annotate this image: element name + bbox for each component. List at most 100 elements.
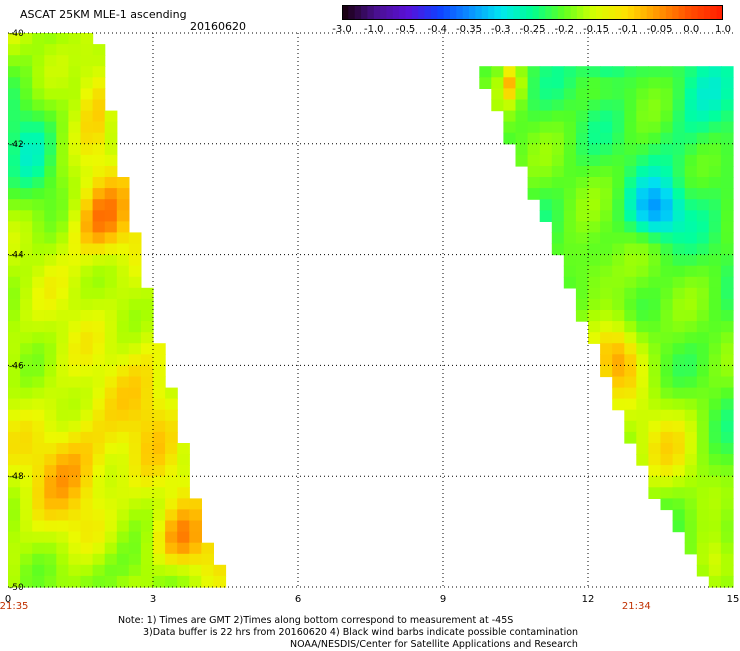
heatmap-cell	[8, 55, 21, 67]
heatmap-cell	[624, 431, 637, 444]
heatmap-cell	[636, 66, 649, 78]
heatmap-cell	[20, 77, 33, 89]
heatmap-cell	[128, 387, 142, 400]
heatmap-cell	[660, 166, 674, 178]
heatmap-cell	[32, 343, 45, 355]
heatmap-cell	[32, 132, 45, 145]
heatmap-cell	[8, 365, 21, 378]
heatmap-cell	[539, 77, 553, 89]
heatmap-cell	[80, 232, 94, 245]
heatmap-cell	[44, 66, 57, 78]
heatmap-cell	[491, 66, 504, 78]
heatmap-cell	[140, 343, 154, 355]
heatmap-cell	[696, 88, 710, 101]
heatmap-cell	[708, 88, 722, 101]
heatmap-cell	[44, 287, 57, 300]
heatmap-cell	[68, 365, 82, 378]
heatmap-cell	[600, 132, 613, 145]
heatmap-cell	[32, 354, 45, 366]
heatmap-cell	[684, 99, 698, 112]
colorbar-segment	[405, 5, 413, 20]
heatmap-cell	[128, 287, 142, 300]
heatmap-cell	[612, 232, 625, 245]
heatmap-cell	[612, 132, 625, 145]
heatmap-cell	[44, 332, 57, 344]
heatmap-cell	[20, 409, 33, 422]
colorbar-tick-label: -0.35	[456, 24, 482, 35]
heatmap-cell	[575, 221, 589, 234]
heatmap-cell	[708, 99, 722, 112]
heatmap-cell	[563, 254, 577, 267]
heatmap-cell	[708, 221, 722, 234]
heatmap-cell	[92, 310, 106, 322]
heatmap-cell	[68, 321, 82, 333]
heatmap-cell	[612, 254, 625, 267]
heatmap-cell	[600, 343, 613, 355]
heatmap-cell	[696, 354, 710, 366]
heatmap-cell	[708, 387, 722, 400]
heatmap-cell	[32, 88, 45, 101]
heatmap-cell	[8, 487, 21, 499]
heatmap-cell	[44, 454, 57, 466]
heatmap-cell	[56, 398, 69, 411]
heatmap-cell	[20, 44, 33, 56]
heatmap-cell	[104, 520, 118, 533]
heatmap-cell	[696, 343, 710, 355]
heatmap-cell	[56, 99, 69, 112]
heatmap-cell	[44, 575, 57, 588]
heatmap-cell	[20, 254, 33, 267]
heatmap-cell	[720, 121, 734, 134]
heatmap-cell	[539, 110, 553, 123]
heatmap-cell	[708, 520, 722, 533]
heatmap-cell	[696, 332, 710, 344]
heatmap-cell	[551, 221, 565, 234]
heatmap-cell	[189, 553, 202, 566]
heatmap-cell	[563, 177, 577, 189]
heatmap-cell	[588, 243, 601, 256]
heatmap-cell	[660, 287, 674, 300]
heatmap-cell	[140, 564, 154, 577]
colorbar-segment	[443, 5, 451, 20]
heatmap-cell	[104, 420, 118, 433]
heatmap-cell	[660, 243, 674, 256]
heatmap-cell	[515, 110, 529, 123]
heatmap-cell	[636, 166, 649, 178]
heatmap-cell	[116, 564, 130, 577]
heatmap-cell	[575, 154, 589, 167]
heatmap-cell	[104, 476, 118, 488]
heatmap-cell	[32, 55, 45, 67]
heatmap-cell	[92, 454, 106, 466]
heatmap-cell	[539, 188, 553, 200]
heatmap-cell	[539, 177, 553, 189]
heatmap-cell	[720, 575, 734, 588]
heatmap-cell	[708, 542, 722, 555]
heatmap-cell	[153, 509, 166, 522]
heatmap-cell	[684, 476, 698, 488]
heatmap-cell	[648, 132, 662, 145]
heatmap-cell	[116, 343, 130, 355]
heatmap-cell	[80, 443, 94, 455]
heatmap-cell	[20, 310, 33, 322]
heatmap-cell	[44, 210, 57, 222]
heatmap-cell	[696, 132, 710, 145]
heatmap-cell	[80, 132, 94, 145]
heatmap-cell	[80, 276, 94, 289]
heatmap-cell	[612, 365, 625, 378]
heatmap-cell	[32, 110, 45, 123]
heatmap-cell	[696, 177, 710, 189]
heatmap-cell	[660, 476, 674, 488]
heatmap-cell	[672, 243, 686, 256]
heatmap-cell	[684, 465, 698, 477]
heatmap-cell	[68, 387, 82, 400]
heatmap-cell	[588, 199, 601, 211]
heatmap-cell	[612, 387, 625, 400]
heatmap-cell	[708, 354, 722, 366]
heatmap-cell	[68, 77, 82, 89]
heatmap-cell	[551, 132, 565, 145]
heatmap-cell	[672, 143, 686, 156]
heatmap-cell	[624, 88, 637, 101]
heatmap-cell	[165, 498, 178, 511]
heatmap-cell	[8, 265, 21, 278]
x-tick-label: 0	[5, 594, 11, 605]
heatmap-cell	[696, 99, 710, 112]
